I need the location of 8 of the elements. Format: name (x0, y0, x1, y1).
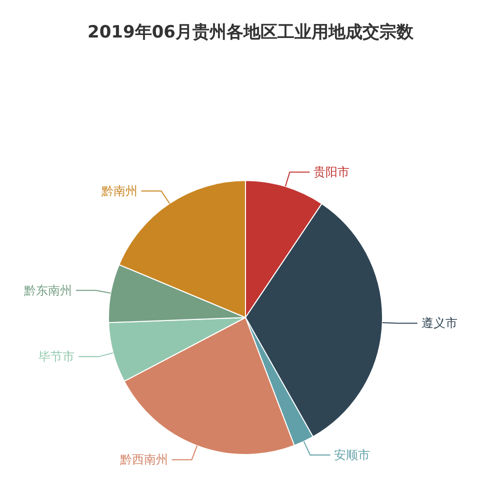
chart-title: 2019年06月贵州各地区工业用地成交宗数 (88, 22, 414, 42)
slice-label: 遵义市 (421, 316, 458, 330)
slice-label: 黔东南州 (22, 283, 72, 298)
slice-label: 毕节市 (38, 350, 75, 364)
slice-label: 黔南州 (100, 184, 138, 198)
slice-label: 黔西南州 (118, 452, 168, 467)
slice-label: 贵阳市 (314, 165, 350, 180)
slice-label: 安顺市 (334, 448, 370, 462)
